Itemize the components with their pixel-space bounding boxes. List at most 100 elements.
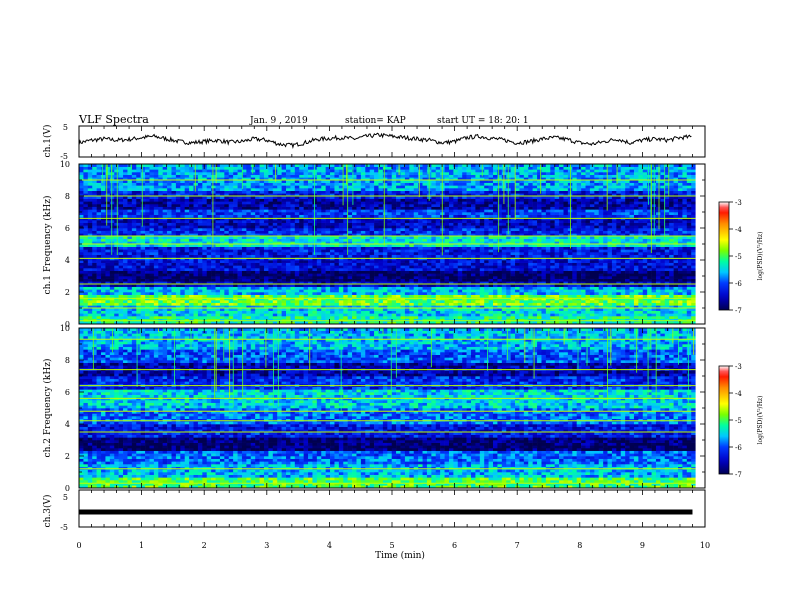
ch1-spec-cell	[404, 294, 410, 298]
ch1-spec-cell	[493, 241, 498, 245]
ch1-spec-cell	[290, 260, 296, 263]
ch1-spec-cells	[79, 164, 696, 325]
ch1-spec-cell	[669, 278, 674, 282]
ch1-spec-cell	[219, 318, 225, 322]
ch1-spec-cell	[299, 244, 304, 247]
ch1-spec-cell	[197, 249, 203, 253]
ch1-spec-cell	[114, 286, 119, 290]
ch1-spec-cell	[87, 308, 93, 311]
ch1-spec-cell	[193, 305, 199, 309]
ch1-spec-cell	[131, 286, 137, 290]
ch1-spec-cell	[303, 252, 309, 255]
ch1-spec-cell	[598, 241, 604, 245]
ch1-spec-cell	[237, 238, 243, 242]
ch1-spec-cell	[589, 316, 595, 319]
ch1-spec-cell	[404, 281, 410, 285]
ch1-spec-cell	[338, 254, 344, 258]
ch1-spec-cell	[391, 268, 397, 271]
ch1-spec-cell	[682, 289, 688, 293]
ch1-spec-cell	[629, 302, 635, 306]
ch1-spec-cell	[87, 268, 93, 271]
ch1-spec-cell	[426, 265, 432, 269]
ch1-spec-cell	[83, 262, 89, 266]
ch1-spec-cell	[550, 276, 555, 279]
ch1-spec-cell	[303, 294, 309, 298]
ch1-spec-cell	[224, 276, 230, 279]
ch1-spec-cell	[131, 292, 137, 295]
ch1-spec-cell	[387, 244, 393, 247]
ch1-spec-cell	[382, 321, 388, 325]
ch1-spec-cell	[462, 244, 467, 247]
ch1-spec-cell	[202, 254, 208, 258]
ch1-spec-cell	[633, 273, 639, 277]
ch1-spec-cell	[435, 321, 441, 325]
ch1-spec-cell	[105, 260, 111, 263]
ch1-spec-cell	[92, 310, 97, 314]
ch1-spec-cell	[563, 321, 569, 325]
ch1-spec-cell	[79, 292, 84, 295]
ch1-spec-cell	[369, 316, 375, 319]
ch1-spec-cell	[523, 262, 529, 266]
ch1-spec-cell	[528, 302, 533, 306]
ch1-spec-cell	[677, 249, 683, 253]
ch1-spec-cell	[550, 302, 555, 306]
ch1-spec-cell	[127, 262, 133, 266]
ch1-spec-cell	[515, 313, 520, 317]
ch1-spec-cell	[374, 284, 379, 287]
ch1-spec-cell	[673, 305, 679, 309]
ch1-spec-cell	[330, 305, 335, 309]
ch1-spec-cell	[493, 233, 498, 237]
ch1-spec-cell	[202, 300, 208, 303]
ch1-spec-cell	[215, 294, 221, 298]
ch1-spec-cell	[369, 273, 375, 277]
ch1-spec-cell	[365, 265, 370, 269]
ch1-spec-cell	[541, 238, 547, 242]
ch1-spec-cell	[136, 241, 141, 245]
ch1-spec-cell	[510, 268, 516, 271]
ch1-spec-cell	[603, 252, 608, 255]
ch1-spec-cell	[131, 252, 137, 255]
ch1-spec-cell	[193, 273, 199, 277]
ch1-spec-cell	[686, 268, 692, 271]
ch1-spec-cell	[290, 244, 296, 247]
ch1-spec-cell	[686, 278, 692, 282]
ch1-spec-cell	[638, 276, 644, 279]
ch1-spec-cell	[479, 300, 485, 303]
ch1-spec-cell	[118, 316, 124, 319]
ch1-spec-cell	[153, 268, 159, 271]
ch1-spec-cell	[660, 241, 666, 245]
ch1-spec-cell	[400, 286, 406, 290]
ch1-spec-cell	[567, 262, 573, 266]
ch1-spec-cell	[598, 260, 604, 263]
ch1-spec-cell	[219, 292, 225, 295]
ch1-spec-cell	[532, 273, 538, 277]
ch1-spec-cell	[123, 262, 128, 266]
ch1-spec-cell	[448, 305, 454, 309]
ch1-spec-cell	[180, 281, 185, 285]
ch1-spec-cell	[409, 244, 415, 247]
ch1-spec-cell	[660, 316, 666, 319]
ch1-spec-cell	[250, 300, 256, 303]
ch1-spec-cell	[589, 233, 595, 237]
ch1-spec-cell	[330, 241, 335, 245]
ch1-spec-cell	[435, 308, 441, 311]
ch1-spec-cell	[180, 284, 185, 287]
ch1-spec-cell	[153, 308, 159, 311]
ch1-spec-cell	[149, 316, 155, 319]
ch1-spec-cell	[123, 265, 128, 269]
ch1-spec-cell	[268, 241, 274, 245]
ch1-spec-cell	[506, 302, 511, 306]
ch1-spec-cell	[484, 318, 489, 322]
ch1-spec-cell	[87, 260, 93, 263]
ch1-spec-cell	[316, 244, 322, 247]
ch1-spec-cell	[387, 284, 393, 287]
ch1-spec-cell	[541, 310, 547, 314]
ch1-spec-cell	[585, 270, 591, 274]
ch1-spec-cell	[470, 238, 476, 242]
ch1-spec-cell	[484, 233, 489, 237]
ch1-spec-cell	[149, 278, 155, 282]
ch1-spec-cell	[651, 254, 657, 258]
ch1-spec-cell	[153, 252, 159, 255]
ch1-spec-cell	[638, 241, 644, 245]
ch1-spec-cell	[277, 236, 282, 239]
